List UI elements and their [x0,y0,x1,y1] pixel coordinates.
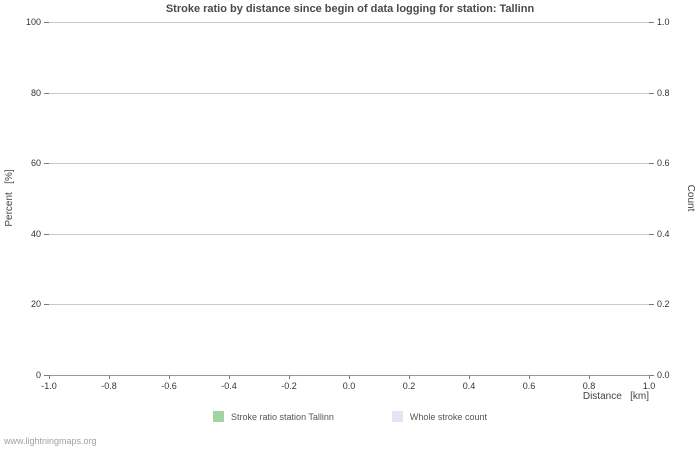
y-left-tick-label: 80 [30,87,41,98]
x-tick [649,375,650,379]
y-axis-label-right: Count [685,184,696,212]
gridline [49,304,649,306]
x-tick-label: 1.0 [642,381,656,391]
y-right-tick [649,22,654,23]
chart-title: Stroke ratio by distance since begin of … [165,3,535,15]
x-tick [469,375,470,379]
x-tick-label: 0.0 [342,381,356,391]
x-tick-label: -0.8 [101,381,117,391]
y-right-tick [649,304,654,306]
y-right-tick [649,375,654,376]
legend-swatch-stroke-ratio [213,411,225,422]
x-tick [229,375,230,379]
x-tick-label: 0.6 [522,381,536,391]
y-left-tick-label: 40 [30,228,41,239]
y-right-tick [649,92,654,94]
y-left-tick [44,233,49,235]
x-axis-label: Distance [km] [582,391,649,402]
y-right-tick [649,233,654,235]
x-tick [349,375,350,379]
gridline [49,233,649,235]
legend-item-whole-stroke-count: Whole stroke count [391,411,487,422]
y-left-tick [44,375,49,376]
gridline [49,92,649,94]
x-tick-label: 0.2 [402,381,416,391]
y-right-tick [649,163,654,165]
y-right-tick-label: 0.6 [657,158,670,169]
gridline [49,163,649,165]
plot-area: 0 20 40 60 80 100 0.0 0.2 0.4 0.6 0.8 1.0 -1.0 -0.8 -0… [26,17,670,391]
y-left-tick [44,92,49,94]
y-right-tick-label: 0.8 [657,87,670,98]
x-tick-label: 0.4 [462,381,476,391]
x-tick [589,375,590,379]
y-right-tick-label: 0.0 [657,370,670,380]
x-tick-label: -0.4 [221,381,237,391]
x-tick [49,375,50,379]
x-tick-label: 0.8 [582,381,596,391]
legend-label-stroke-ratio: Stroke ratio station Tallinn [231,411,334,422]
x-tick [289,375,290,379]
legend-item-stroke-ratio: Stroke ratio station Tallinn [213,411,334,422]
footer-site-link[interactable]: www.lightningmaps.org [4,436,97,446]
y-right-tick-label: 1.0 [657,17,670,27]
y-left-tick [44,163,49,165]
y-axis-label-left: Percent [%] [4,169,15,227]
x-tick-label: -0.6 [161,381,177,391]
x-tick-label: -1.0 [41,381,57,391]
x-tick [109,375,110,379]
legend: Stroke ratio station Tallinn Whole strok… [0,411,700,422]
y-left-tick-label: 20 [30,299,41,310]
y-left-tick-label: 100 [25,17,41,27]
y-left-tick [44,22,49,23]
y-right-tick-label: 0.4 [657,228,670,239]
gridline [49,22,649,23]
y-left-tick-label: 0 [35,370,41,380]
legend-swatch-whole-stroke-count [391,411,403,422]
x-tick [529,375,530,379]
x-tick [169,375,170,379]
legend-label-whole-stroke-count: Whole stroke count [409,411,487,422]
x-tick [409,375,410,379]
y-right-tick-label: 0.2 [657,299,670,310]
x-tick-label: -0.2 [281,381,297,391]
y-left-tick-label: 60 [30,158,41,169]
y-left-tick [44,304,49,306]
